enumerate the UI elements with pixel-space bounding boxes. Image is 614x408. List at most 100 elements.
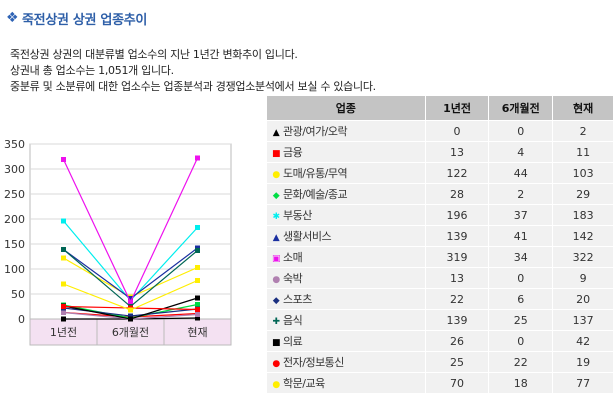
value-cell-year-ago: 196: [424, 204, 490, 226]
y-tick-label: 300: [4, 163, 25, 176]
description-line-1: 죽전상권 상권의 대분류별 업소수의 지난 1년간 변화추이 입니다.: [10, 48, 298, 61]
value-cell-6months-ago: 18: [488, 372, 554, 394]
table-row: ■ 의료 26 0 42: [266, 330, 614, 352]
category-name: 부동산: [283, 209, 312, 222]
series-marker-icon: ◆: [272, 296, 280, 306]
x-tick-label: 현재: [187, 326, 207, 339]
series-marker-icon: ●: [272, 275, 280, 285]
value-cell-year-ago: 22: [424, 288, 490, 310]
category-cell: ■ 금융: [266, 141, 426, 163]
value-cell-year-ago: 0: [424, 120, 490, 142]
category-name: 생활서비스: [283, 230, 332, 243]
series-marker-icon: ✱: [272, 212, 280, 222]
category-name: 학문/교육: [283, 377, 325, 390]
value-cell-6months-ago: 0: [488, 267, 554, 289]
value-cell-current: 11: [552, 141, 614, 163]
value-cell-6months-ago: 37: [488, 204, 554, 226]
data-point: [195, 307, 200, 312]
y-tick-label: 0: [18, 313, 25, 326]
category-name: 문화/예술/종교: [283, 188, 348, 201]
category-name: 숙박: [283, 272, 303, 285]
table-row: ▣ 소매 319 34 322: [266, 246, 614, 268]
series-marker-icon: ▲: [272, 233, 280, 243]
x-tick-label: 1년전: [50, 326, 77, 339]
category-name: 의료: [283, 335, 303, 348]
table-row: ✚ 음식 139 25 137: [266, 309, 614, 331]
col-header-category: 업종: [266, 95, 426, 121]
value-cell-year-ago: 139: [424, 225, 490, 247]
table-row: ■ 금융 13 4 11: [266, 141, 614, 163]
value-cell-6months-ago: 34: [488, 246, 554, 268]
data-point: [61, 281, 66, 287]
value-cell-year-ago: 28: [424, 183, 490, 205]
data-point: [195, 265, 200, 270]
value-cell-6months-ago: 41: [488, 225, 554, 247]
data-point: [195, 295, 200, 301]
col-header-6months-ago: 6개월전: [488, 95, 554, 121]
value-cell-year-ago: 319: [424, 246, 490, 268]
table-row: ◆ 문화/예술/종교 28 2 29: [266, 183, 614, 205]
category-cell: ✚ 음식: [266, 309, 426, 331]
table-row: ● 전자/정보통신 25 22 19: [266, 351, 614, 373]
value-cell-current: 137: [552, 309, 614, 331]
category-cell: ▲ 관광/여가/오락: [266, 120, 426, 142]
value-cell-year-ago: 25: [424, 351, 490, 373]
value-cell-current: 77: [552, 372, 614, 394]
data-point: [195, 155, 200, 161]
value-cell-current: 183: [552, 204, 614, 226]
data-point: [128, 313, 133, 319]
data-point: [61, 157, 66, 162]
data-point: [61, 316, 66, 322]
data-point: [61, 247, 66, 252]
value-cell-6months-ago: 22: [488, 351, 554, 373]
category-cell: ◆ 스포츠: [266, 288, 426, 310]
value-cell-6months-ago: 44: [488, 162, 554, 184]
value-cell-6months-ago: 0: [488, 120, 554, 142]
value-cell-year-ago: 13: [424, 141, 490, 163]
series-marker-icon: ●: [272, 359, 280, 369]
value-cell-current: 322: [552, 246, 614, 268]
value-cell-current: 142: [552, 225, 614, 247]
description-line-2: 상권내 총 업소수는 1,051개 입니다.: [10, 64, 174, 77]
data-point: [128, 296, 133, 301]
series-marker-icon: ■: [271, 338, 281, 348]
category-name: 스포츠: [283, 293, 312, 306]
table-row: ◆ 스포츠 22 6 20: [266, 288, 614, 310]
value-cell-current: 42: [552, 330, 614, 352]
category-cell: ■ 의료: [266, 330, 426, 352]
data-point: [61, 255, 66, 261]
series-marker-icon: ▲: [272, 128, 280, 138]
y-tick-label: 150: [4, 238, 25, 251]
data-point: [195, 302, 200, 307]
value-cell-current: 20: [552, 288, 614, 310]
value-cell-current: 19: [552, 351, 614, 373]
category-name: 소매: [283, 251, 303, 264]
x-axis-band: [29, 318, 232, 346]
data-point: [195, 312, 200, 317]
data-point: [61, 310, 66, 315]
category-cell: ● 도매/유통/무역: [266, 162, 426, 184]
data-point: [128, 299, 133, 305]
series-marker-icon: ■: [271, 149, 281, 159]
y-tick-label: 350: [4, 138, 25, 151]
data-point: [128, 307, 133, 313]
category-cell: ● 학문/교육: [266, 372, 426, 394]
category-cell: ✱ 부동산: [266, 204, 426, 226]
page-title-text: 죽전상권 상권 업종추이: [22, 12, 148, 28]
diamond-bullet-icon: ❖: [6, 10, 19, 26]
category-cell: ▣ 소매: [266, 246, 426, 268]
data-point: [195, 278, 200, 283]
table-row: ● 숙박 13 0 9: [266, 267, 614, 289]
value-cell-year-ago: 139: [424, 309, 490, 331]
value-cell-current: 9: [552, 267, 614, 289]
series-marker-icon: ▣: [271, 254, 281, 264]
value-cell-year-ago: 70: [424, 372, 490, 394]
y-tick-label: 100: [4, 263, 25, 276]
y-tick-label: 250: [4, 188, 25, 201]
category-name: 전자/정보통신: [283, 356, 344, 369]
industry-table: 업종 1년전 6개월전 현재 ▲ 관광/여가/오락 0 0 2 ■ 금융 13 4 11 ● 도매/유…: [266, 95, 614, 394]
y-tick-label: 200: [4, 213, 25, 226]
value-cell-current: 103: [552, 162, 614, 184]
data-point: [128, 316, 133, 322]
col-header-current: 현재: [552, 95, 614, 121]
